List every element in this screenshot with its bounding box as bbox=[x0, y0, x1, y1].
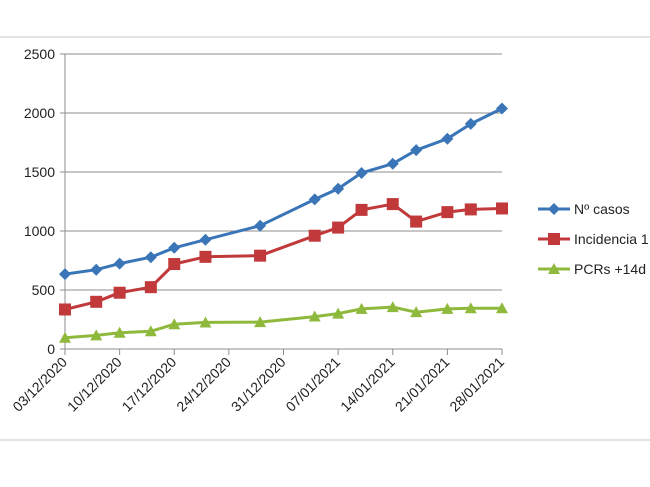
legend: Nº casos Incidencia 1 PCRs +14d bbox=[538, 201, 649, 277]
data-point bbox=[496, 302, 508, 314]
data-point bbox=[113, 257, 126, 270]
data-point bbox=[90, 329, 103, 341]
data-point bbox=[168, 318, 181, 330]
data-point bbox=[441, 132, 454, 145]
data-point bbox=[144, 325, 157, 337]
series-line bbox=[64, 202, 503, 311]
data-point bbox=[496, 102, 508, 115]
legend-entry: PCRs +14d bbox=[538, 261, 646, 277]
data-point bbox=[254, 219, 267, 232]
data-point bbox=[332, 182, 345, 195]
series-Incidencia 1 bbox=[59, 198, 508, 316]
series-line bbox=[64, 305, 502, 340]
data-point bbox=[410, 306, 423, 318]
data-point bbox=[464, 302, 477, 314]
data-point bbox=[464, 203, 477, 216]
data-point bbox=[168, 258, 181, 271]
data-point bbox=[355, 302, 368, 314]
data-point bbox=[308, 193, 321, 206]
data-point bbox=[144, 251, 157, 264]
data-point bbox=[410, 144, 423, 157]
legend-marker bbox=[548, 233, 560, 245]
series-lines bbox=[59, 102, 508, 343]
data-point bbox=[113, 326, 126, 338]
data-point bbox=[308, 310, 321, 322]
legend-label: PCRs +14d bbox=[574, 261, 646, 277]
legend-marker bbox=[548, 263, 560, 274]
data-point bbox=[355, 203, 368, 216]
x-tick-label: 21/01/2021 bbox=[392, 354, 453, 415]
data-point bbox=[386, 198, 399, 211]
data-point bbox=[254, 316, 267, 328]
data-point bbox=[90, 263, 103, 276]
data-point bbox=[199, 233, 212, 246]
x-tick-label: 14/01/2021 bbox=[337, 354, 398, 415]
data-point bbox=[308, 229, 321, 242]
y-tick-label: 2000 bbox=[24, 105, 55, 121]
data-point bbox=[90, 295, 103, 308]
y-tick-label: 1000 bbox=[24, 223, 55, 239]
data-point bbox=[59, 268, 71, 281]
x-tick-label: 17/12/2020 bbox=[119, 354, 180, 415]
x-tick-label: 07/01/2021 bbox=[282, 354, 343, 415]
series-Nº casos bbox=[59, 102, 508, 281]
x-tick-label: 10/12/2020 bbox=[64, 354, 125, 415]
x-axis-tick-labels: 03/12/202010/12/202017/12/202024/12/2020… bbox=[9, 354, 507, 415]
series-PCRs +14d bbox=[59, 301, 508, 343]
data-point bbox=[386, 157, 399, 170]
legend-label: Incidencia 1 bbox=[574, 231, 649, 247]
legend-marker bbox=[548, 203, 560, 215]
gridlines bbox=[65, 53, 502, 291]
y-tick-label: 1500 bbox=[24, 164, 55, 180]
legend-entry: Nº casos bbox=[538, 201, 630, 217]
data-point bbox=[355, 166, 368, 179]
y-tick-label: 500 bbox=[32, 282, 56, 298]
data-point bbox=[496, 202, 508, 215]
x-tick-label: 28/01/2021 bbox=[446, 354, 507, 415]
axes bbox=[60, 53, 503, 355]
data-point bbox=[199, 316, 212, 328]
y-tick-label: 0 bbox=[47, 341, 55, 357]
y-axis-tick-labels: 0 500 1000 1500 2000 2500 bbox=[24, 46, 55, 357]
data-point bbox=[144, 281, 157, 294]
data-point bbox=[332, 221, 345, 234]
data-point bbox=[386, 301, 399, 313]
data-point bbox=[441, 302, 454, 314]
data-point bbox=[410, 215, 423, 228]
data-point bbox=[113, 286, 126, 299]
x-tick-label: 31/12/2020 bbox=[228, 354, 289, 415]
data-point bbox=[332, 307, 345, 319]
data-point bbox=[441, 206, 454, 219]
data-point bbox=[464, 117, 477, 130]
series-line bbox=[64, 107, 503, 276]
data-point bbox=[59, 331, 71, 343]
x-tick-label: 03/12/2020 bbox=[9, 354, 70, 415]
y-tick-label: 2500 bbox=[24, 46, 55, 62]
data-point bbox=[199, 250, 212, 263]
x-tick-label: 24/12/2020 bbox=[173, 354, 234, 415]
data-point bbox=[254, 249, 267, 262]
legend-entry: Incidencia 1 bbox=[538, 231, 649, 247]
data-point bbox=[168, 241, 181, 254]
legend-label: Nº casos bbox=[574, 201, 630, 217]
data-point bbox=[59, 303, 71, 316]
